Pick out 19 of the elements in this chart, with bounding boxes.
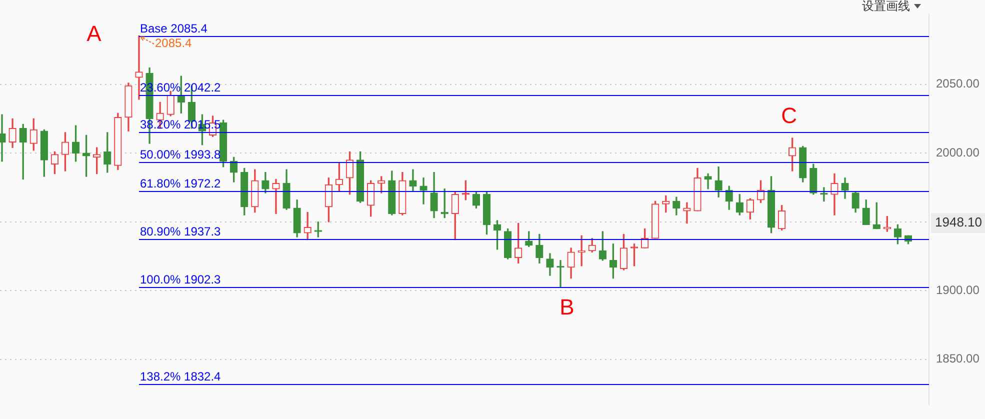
- candlestick: [420, 178, 428, 204]
- candlestick: [578, 235, 586, 266]
- y-tick-label: 2050.00: [936, 76, 980, 91]
- annotation: 2085.4: [155, 36, 192, 50]
- ref-line-label: Base 2085.4: [140, 22, 208, 36]
- annotation: C: [781, 103, 798, 128]
- text: 1948.10: [935, 214, 982, 230]
- candlestick: [704, 173, 712, 190]
- ref-line-label: 138.2% 1832.4: [140, 370, 222, 384]
- text: 设置画线: [862, 0, 910, 13]
- ref-line-label: 80.90% 1937.3: [140, 224, 222, 238]
- y-tick-label: 1850.00: [936, 352, 980, 366]
- y-tick-label: 2000.00: [936, 145, 980, 160]
- ref-line-label: 100.0% 1902.3: [140, 272, 222, 286]
- ref-line-label: 61.80% 1972.2: [140, 176, 222, 190]
- y-tick-label: 1900.00: [936, 282, 980, 297]
- annotation: B: [560, 294, 574, 320]
- candlestick: [272, 178, 280, 214]
- annotation: A: [86, 21, 102, 46]
